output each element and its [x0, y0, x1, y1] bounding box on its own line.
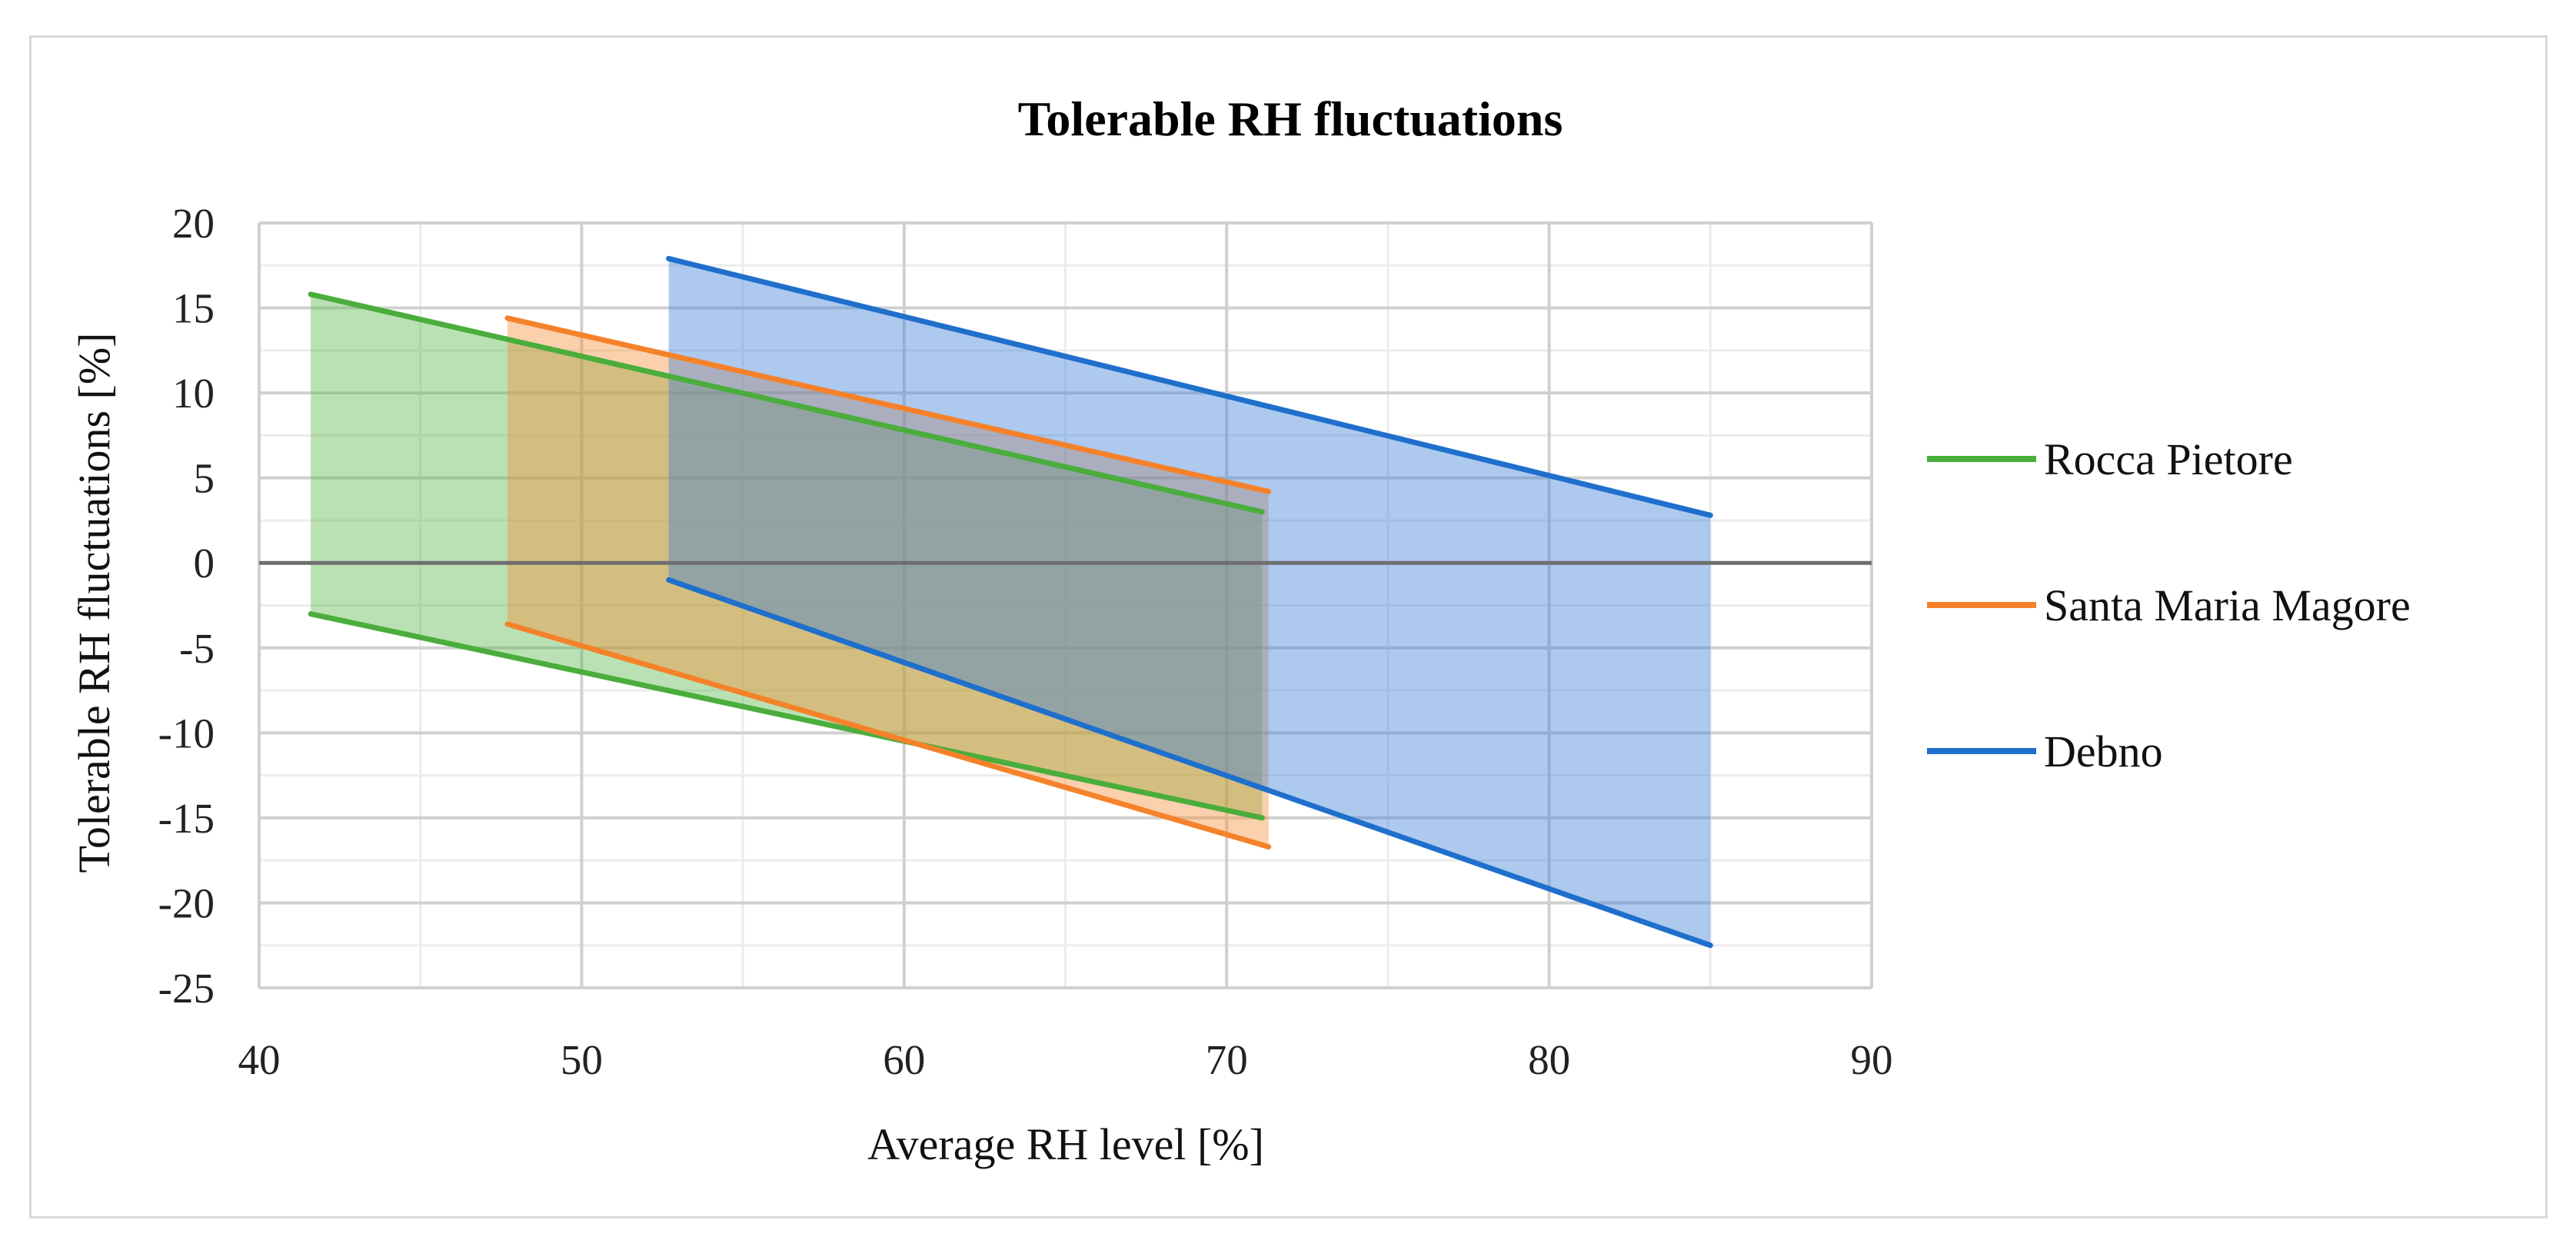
- series-areas: [311, 258, 1711, 946]
- area-rocca-pietore: [311, 294, 1263, 818]
- legend: Rocca Pietore Santa Maria Magore Debno: [1927, 434, 2411, 776]
- upper-line-rocca-pietore: [308, 291, 1265, 515]
- series-lines: [308, 255, 1713, 949]
- chart-frame: [29, 35, 2548, 1218]
- y-tick-label: 20: [172, 200, 215, 247]
- x-tick-labels: 40 50 60 70 80 90: [238, 1036, 1893, 1083]
- y-tick-label: 15: [172, 285, 215, 332]
- upper-line-santa-maria-magore: [504, 315, 1272, 494]
- x-tick-label: 50: [561, 1036, 603, 1083]
- y-tick-label: 5: [194, 455, 215, 502]
- area-debno: [668, 258, 1711, 946]
- lower-line-debno: [666, 577, 1713, 949]
- legend-label-santa-maria-magore: Santa Maria Magore: [2044, 580, 2411, 630]
- y-tick-label: -10: [158, 710, 215, 756]
- y-tick-label: -5: [179, 625, 215, 672]
- upper-line-debno: [666, 255, 1713, 518]
- chart-title: Tolerable RH fluctuations: [1018, 91, 1563, 146]
- y-axis-label: Tolerable RH fluctuations [%]: [69, 333, 119, 873]
- x-tick-label: 40: [238, 1036, 281, 1083]
- y-tick-labels: 20 15 10 5 0 -5 -10 -15 -20 -25: [158, 200, 215, 1012]
- legend-label-debno: Debno: [2044, 726, 2163, 776]
- x-tick-label: 70: [1206, 1036, 1248, 1083]
- lower-line-santa-maria-magore: [504, 621, 1272, 849]
- minor-gridlines: [259, 223, 1872, 988]
- x-axis-label: Average RH level [%]: [867, 1119, 1264, 1169]
- lower-line-rocca-pietore: [308, 611, 1265, 821]
- y-tick-label: -25: [158, 965, 215, 1012]
- y-tick-label: -20: [158, 879, 215, 926]
- y-tick-label: 10: [172, 370, 215, 417]
- y-tick-label: 0: [194, 540, 215, 587]
- x-tick-label: 60: [883, 1036, 925, 1083]
- y-tick-label: -15: [158, 795, 215, 842]
- legend-label-rocca-pietore: Rocca Pietore: [2044, 434, 2293, 484]
- x-tick-label: 80: [1528, 1036, 1570, 1083]
- x-tick-label: 90: [1851, 1036, 1893, 1083]
